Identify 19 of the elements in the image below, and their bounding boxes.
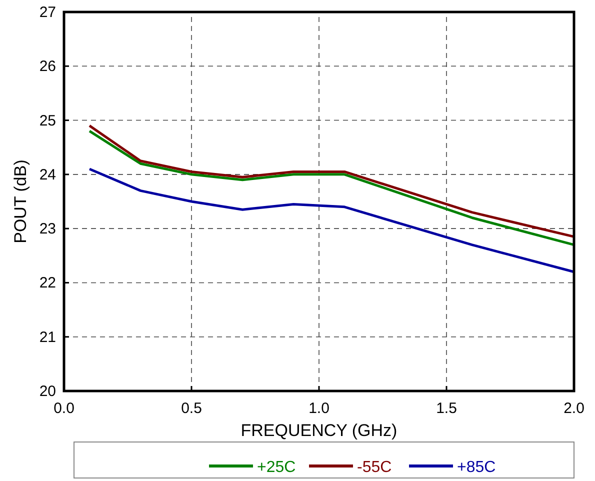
legend-label: +25C xyxy=(257,459,296,476)
y-tick-label: 26 xyxy=(39,58,56,76)
y-tick-label: 22 xyxy=(39,274,56,292)
x-tick-label: 1.0 xyxy=(308,400,330,417)
y-tick-label: 24 xyxy=(39,166,56,184)
x-tick-label: 2.0 xyxy=(564,400,584,417)
y-tick-label: 21 xyxy=(39,328,56,346)
y-tick-label: 25 xyxy=(39,112,56,130)
y-axis-title: POUT (dB) xyxy=(11,160,30,244)
x-tick-label: 0.0 xyxy=(54,400,74,417)
line-series xyxy=(88,168,576,274)
legend-label: +85C xyxy=(457,459,496,476)
legend-label: -55C xyxy=(357,459,392,476)
y-tick-label: 27 xyxy=(39,4,56,21)
x-tick-label: 0.5 xyxy=(181,400,202,417)
x-tick-label: 1.5 xyxy=(436,400,457,417)
y-tick-label: 23 xyxy=(39,220,56,238)
y-tick-label: 20 xyxy=(39,383,56,400)
x-axis-title: FREQUENCY (GHz) xyxy=(240,421,398,440)
